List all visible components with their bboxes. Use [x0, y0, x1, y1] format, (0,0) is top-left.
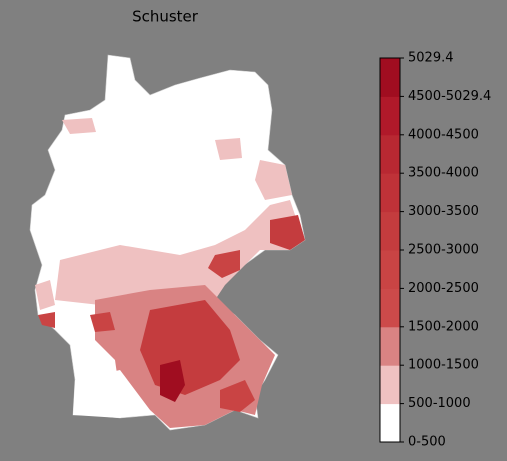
- region-strong: [270, 215, 305, 250]
- colorbar-segment: [380, 250, 400, 289]
- colorbar-label: 5029.4: [408, 51, 454, 66]
- colorbar-segment: [380, 96, 400, 136]
- colorbar-label: 1000-1500: [408, 358, 479, 373]
- colorbar-frame: [379, 57, 401, 443]
- colorbar-label: 500-1000: [408, 396, 471, 411]
- region-light: [255, 160, 292, 200]
- germany-map: [29, 54, 306, 431]
- colorbar-label: 4500-5029.4: [408, 89, 491, 104]
- colorbar-label: 4000-4500: [408, 127, 479, 142]
- colorbar-segment: [380, 288, 400, 328]
- colorbar-label: 0-500: [408, 435, 446, 450]
- region-strong: [38, 312, 55, 328]
- region-strong: [90, 312, 115, 332]
- region-light: [215, 138, 242, 160]
- region-strong: [220, 380, 255, 412]
- colorbar-segment: [380, 134, 400, 174]
- colorbar-segment: [380, 58, 400, 97]
- region-light: [62, 118, 96, 134]
- colorbar-segment: [380, 365, 400, 405]
- colorbar-segment: [380, 326, 400, 366]
- region-strong: [208, 250, 240, 278]
- region-white: [73, 370, 150, 418]
- colorbar-label: 1500-2000: [408, 319, 479, 334]
- colorbar-label: 2000-2500: [408, 281, 479, 296]
- colorbar-label: 3500-4000: [408, 166, 479, 181]
- colorbar-segment: [380, 211, 400, 251]
- colorbar: 0-500 500-1000 1000-1500 1500-2000 2000-2500…: [380, 51, 491, 450]
- region-dark: [160, 360, 185, 402]
- colorbar-label: 3000-3500: [408, 204, 479, 219]
- colorbar-segment: [380, 173, 400, 213]
- region-light: [55, 200, 300, 305]
- colorbar-segment: [380, 403, 400, 443]
- map-title: Schuster: [132, 8, 199, 26]
- colorbar-label: 2500-3000: [408, 243, 479, 258]
- region-light: [35, 280, 55, 310]
